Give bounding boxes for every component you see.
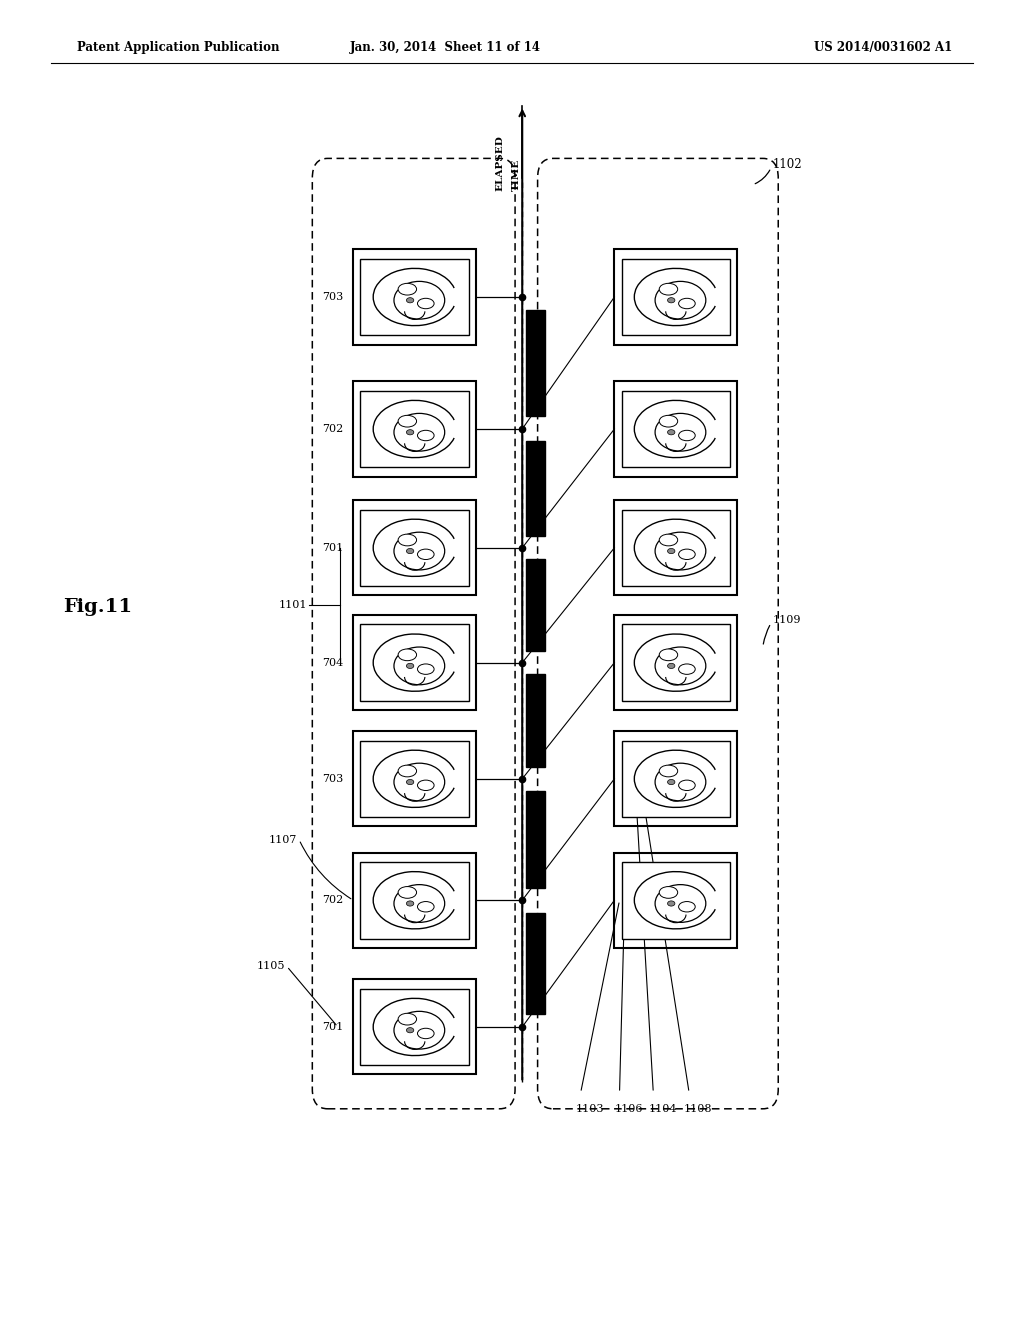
FancyBboxPatch shape	[614, 381, 737, 477]
Text: 1108: 1108	[684, 1104, 713, 1114]
FancyBboxPatch shape	[622, 259, 730, 335]
FancyBboxPatch shape	[614, 249, 737, 345]
FancyBboxPatch shape	[353, 979, 476, 1074]
FancyBboxPatch shape	[614, 500, 737, 595]
Text: 1102: 1102	[773, 158, 803, 172]
Text: Patent Application Publication: Patent Application Publication	[77, 41, 280, 54]
FancyBboxPatch shape	[353, 249, 476, 345]
Text: US 2014/0031602 A1: US 2014/0031602 A1	[814, 41, 952, 54]
FancyBboxPatch shape	[353, 500, 476, 595]
Text: 702: 702	[322, 424, 343, 434]
FancyBboxPatch shape	[360, 391, 469, 467]
Ellipse shape	[659, 887, 678, 899]
FancyBboxPatch shape	[614, 731, 737, 826]
Ellipse shape	[418, 664, 434, 675]
Ellipse shape	[398, 649, 417, 661]
Ellipse shape	[398, 766, 417, 777]
Text: 1106: 1106	[614, 1104, 643, 1114]
Bar	[526, 913, 545, 1014]
Ellipse shape	[398, 535, 417, 546]
Bar	[526, 441, 545, 536]
Text: 702: 702	[322, 895, 343, 906]
FancyBboxPatch shape	[614, 853, 737, 948]
FancyBboxPatch shape	[353, 731, 476, 826]
Ellipse shape	[668, 548, 675, 553]
Text: 1105: 1105	[256, 961, 285, 972]
FancyBboxPatch shape	[360, 624, 469, 701]
Ellipse shape	[407, 779, 414, 784]
FancyBboxPatch shape	[353, 615, 476, 710]
FancyBboxPatch shape	[360, 741, 469, 817]
Ellipse shape	[659, 284, 678, 296]
FancyBboxPatch shape	[360, 862, 469, 939]
Text: 1104: 1104	[648, 1104, 677, 1114]
FancyBboxPatch shape	[622, 741, 730, 817]
FancyBboxPatch shape	[360, 259, 469, 335]
Text: Fig.11: Fig.11	[62, 598, 132, 616]
Text: 701: 701	[322, 1022, 343, 1032]
Ellipse shape	[679, 780, 695, 791]
Text: 1107: 1107	[268, 834, 297, 845]
Ellipse shape	[659, 766, 678, 777]
Ellipse shape	[418, 430, 434, 441]
Ellipse shape	[418, 902, 434, 912]
Bar	[526, 560, 545, 651]
Text: 1101: 1101	[279, 599, 307, 610]
Text: TIME: TIME	[512, 160, 520, 191]
Ellipse shape	[407, 663, 414, 668]
Ellipse shape	[668, 779, 675, 784]
FancyBboxPatch shape	[614, 615, 737, 710]
Ellipse shape	[668, 297, 675, 302]
Ellipse shape	[679, 549, 695, 560]
Bar	[526, 310, 545, 416]
FancyBboxPatch shape	[622, 391, 730, 467]
Ellipse shape	[679, 902, 695, 912]
Ellipse shape	[398, 1014, 417, 1026]
Ellipse shape	[659, 535, 678, 546]
Text: 701: 701	[322, 543, 343, 553]
Ellipse shape	[407, 429, 414, 434]
Bar	[526, 675, 545, 767]
Ellipse shape	[407, 548, 414, 553]
Ellipse shape	[659, 416, 678, 428]
Ellipse shape	[679, 298, 695, 309]
Ellipse shape	[659, 649, 678, 661]
Ellipse shape	[668, 900, 675, 906]
FancyBboxPatch shape	[353, 381, 476, 477]
Text: 1109: 1109	[773, 615, 802, 626]
Text: 703: 703	[322, 774, 343, 784]
Ellipse shape	[679, 430, 695, 441]
FancyBboxPatch shape	[622, 624, 730, 701]
Ellipse shape	[398, 284, 417, 296]
Ellipse shape	[418, 1028, 434, 1039]
Ellipse shape	[398, 416, 417, 428]
FancyBboxPatch shape	[360, 510, 469, 586]
Ellipse shape	[418, 298, 434, 309]
Ellipse shape	[668, 663, 675, 668]
Ellipse shape	[418, 780, 434, 791]
Bar	[526, 791, 545, 888]
Ellipse shape	[398, 887, 417, 899]
Text: 1103: 1103	[575, 1104, 604, 1114]
Text: 704: 704	[322, 657, 343, 668]
Ellipse shape	[668, 429, 675, 434]
Ellipse shape	[418, 549, 434, 560]
Ellipse shape	[407, 1027, 414, 1032]
FancyBboxPatch shape	[622, 862, 730, 939]
Ellipse shape	[679, 664, 695, 675]
Ellipse shape	[407, 297, 414, 302]
Text: ELAPSED: ELAPSED	[496, 136, 504, 191]
Text: 703: 703	[322, 292, 343, 302]
FancyBboxPatch shape	[622, 510, 730, 586]
FancyBboxPatch shape	[353, 853, 476, 948]
Ellipse shape	[407, 900, 414, 906]
Text: Jan. 30, 2014  Sheet 11 of 14: Jan. 30, 2014 Sheet 11 of 14	[350, 41, 541, 54]
FancyBboxPatch shape	[360, 989, 469, 1065]
